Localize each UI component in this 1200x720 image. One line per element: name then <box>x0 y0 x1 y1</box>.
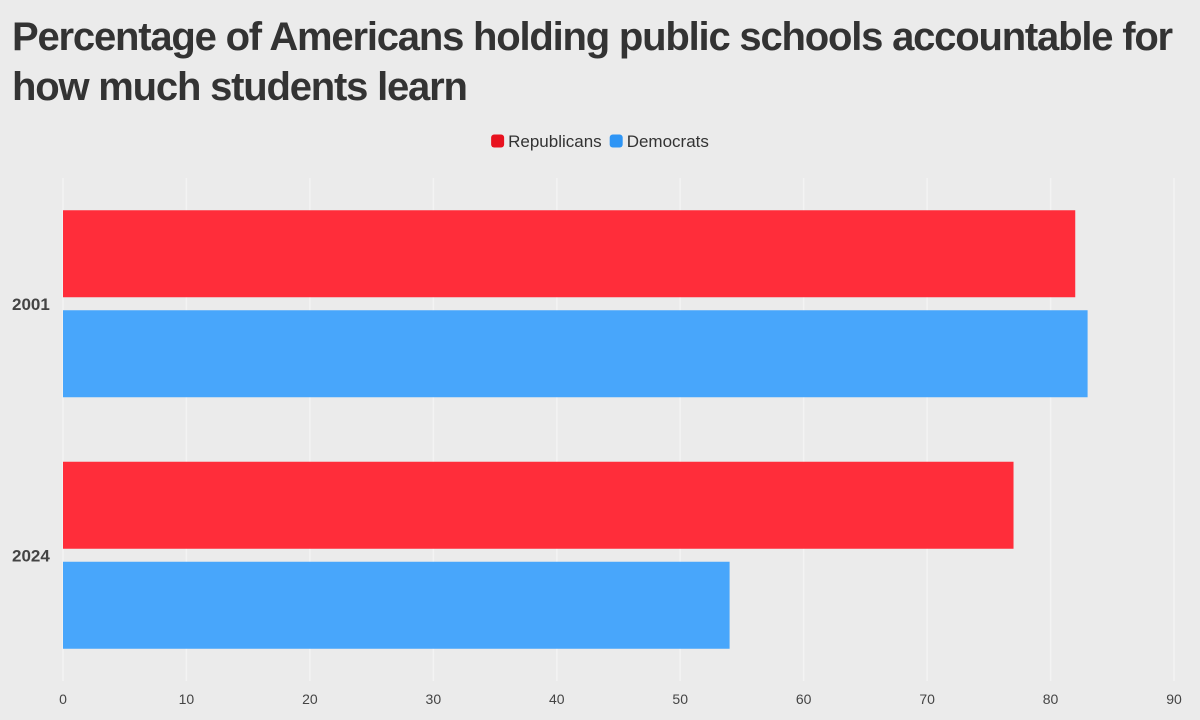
x-tick-label: 0 <box>59 691 67 707</box>
bar-republicans-2001[interactable] <box>63 210 1076 298</box>
legend-label-republicans: Republicans <box>508 132 602 151</box>
bar-democrats-2024[interactable] <box>63 561 730 649</box>
chart-title: Percentage of Americans holding public s… <box>12 15 1173 109</box>
x-tick-label: 80 <box>1043 691 1059 707</box>
x-tick-label: 50 <box>672 691 688 707</box>
x-tick-label: 20 <box>302 691 318 707</box>
x-tick-label: 60 <box>796 691 812 707</box>
x-tick-label: 70 <box>919 691 935 707</box>
category-label-2001: 2001 <box>12 295 50 314</box>
x-tick-label: 10 <box>179 691 195 707</box>
bar-democrats-2001[interactable] <box>63 310 1088 398</box>
x-tick-label: 30 <box>426 691 442 707</box>
legend-label-democrats: Democrats <box>627 132 709 151</box>
x-tick-label: 90 <box>1166 691 1182 707</box>
category-label-2024: 2024 <box>12 546 50 565</box>
x-tick-label: 40 <box>549 691 565 707</box>
bar-republicans-2024[interactable] <box>63 461 1014 549</box>
legend-swatch-republicans <box>491 134 505 148</box>
legend-swatch-democrats <box>609 134 623 148</box>
